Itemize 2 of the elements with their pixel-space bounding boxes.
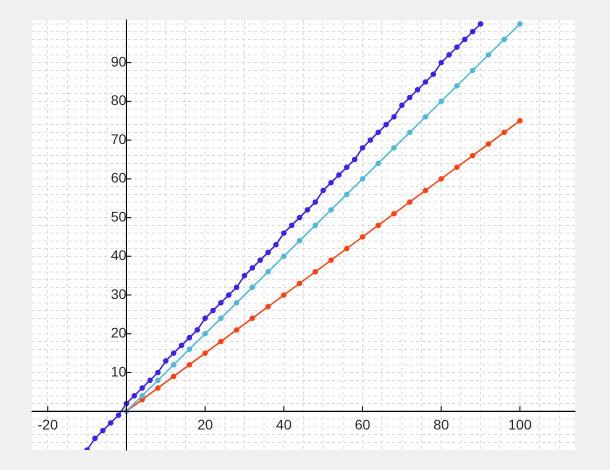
x-tick-label: 100 — [508, 416, 532, 433]
x-tick-label: -20 — [38, 416, 58, 433]
